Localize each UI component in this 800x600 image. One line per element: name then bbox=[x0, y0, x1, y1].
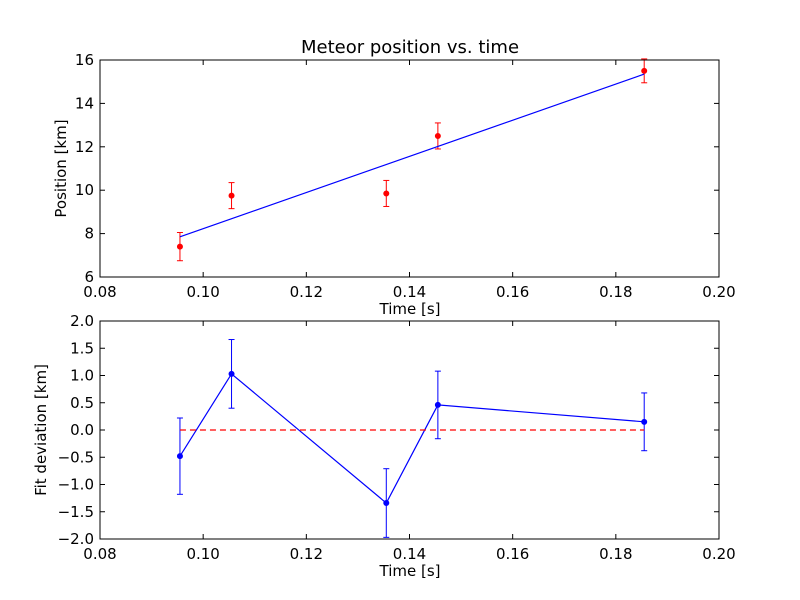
position-plot-data-point bbox=[228, 192, 235, 199]
position-plot-x-tick-label: 0.18 bbox=[599, 283, 632, 301]
deviation-plot-data-point bbox=[641, 418, 648, 425]
deviation-plot: 0.08 0.10 0.12 0.14 0.16 0.18 0.20 −2.0 −1.5 −1.0… bbox=[32, 312, 736, 580]
position-plot-y-tick-label: 6 bbox=[84, 268, 94, 286]
deviation-plot-y-tick-label: −1.0 bbox=[58, 476, 94, 494]
position-plot: 0.08 0.10 0.12 0.14 0.16 0.18 0.20 6 8 10 12 14 16 M… bbox=[52, 37, 736, 318]
position-plot-area bbox=[100, 60, 719, 277]
deviation-plot-y-tick-label: −1.5 bbox=[58, 503, 94, 521]
position-plot-x-tick-label: 0.12 bbox=[290, 283, 323, 301]
deviation-plot-x-tick-label: 0.18 bbox=[599, 545, 632, 563]
position-plot-data-point bbox=[383, 190, 390, 197]
position-plot-x-axis-label: Time [s] bbox=[379, 300, 441, 318]
deviation-plot-x-axis-label: Time [s] bbox=[379, 562, 441, 580]
deviation-plot-x-tick-label: 0.08 bbox=[83, 545, 116, 563]
deviation-plot-x-tick-label: 0.10 bbox=[186, 545, 219, 563]
deviation-plot-y-tick-label: 1.0 bbox=[70, 367, 94, 385]
position-plot-x-tick-label: 0.08 bbox=[83, 283, 116, 301]
deviation-plot-data-point bbox=[176, 453, 183, 460]
deviation-plot-frame bbox=[99, 320, 720, 540]
position-plot-y-tick-label: 10 bbox=[75, 181, 94, 199]
position-plot-y-tick-label: 12 bbox=[75, 138, 94, 156]
position-plot-x-tick-label: 0.20 bbox=[702, 283, 735, 301]
position-plot-data-point bbox=[641, 67, 648, 74]
position-plot-y-tick-label: 14 bbox=[75, 94, 94, 112]
position-plot-data-point bbox=[176, 243, 183, 250]
deviation-plot-data bbox=[176, 339, 648, 538]
deviation-plot-data-point bbox=[383, 500, 390, 507]
position-plot-ticks: 0.08 0.10 0.12 0.14 0.16 0.18 0.20 6 8 10 12 14 16 bbox=[75, 51, 736, 301]
position-plot-y-tick-label: 16 bbox=[75, 51, 94, 69]
deviation-plot-data-point bbox=[228, 370, 235, 377]
deviation-plot-y-tick-label: 1.5 bbox=[70, 339, 94, 357]
position-plot-x-tick-label: 0.14 bbox=[393, 283, 426, 301]
deviation-plot-y-tick-label: 0.0 bbox=[70, 421, 94, 439]
position-plot-title: Meteor position vs. time bbox=[301, 37, 519, 58]
deviation-plot-x-tick-label: 0.12 bbox=[290, 545, 323, 563]
deviation-plot-x-tick-label: 0.14 bbox=[393, 545, 426, 563]
position-plot-x-tick-label: 0.10 bbox=[186, 283, 219, 301]
deviation-plot-x-tick-label: 0.20 bbox=[702, 545, 735, 563]
deviation-plot-data-point bbox=[434, 401, 441, 408]
position-plot-data-point bbox=[434, 132, 441, 139]
deviation-plot-y-tick-label: 2.0 bbox=[70, 312, 94, 330]
position-plot-frame bbox=[99, 59, 720, 278]
deviation-plot-y-tick-label: −0.5 bbox=[58, 448, 94, 466]
deviation-plot-y-axis-label: Fit deviation [km] bbox=[32, 364, 50, 496]
deviation-plot-x-tick-label: 0.16 bbox=[496, 545, 529, 563]
position-plot-series-line bbox=[179, 73, 645, 238]
deviation-plot-y-tick-label: 0.5 bbox=[70, 394, 94, 412]
position-plot-y-tick-label: 8 bbox=[84, 225, 94, 243]
position-plot-data bbox=[176, 58, 648, 262]
position-plot-y-axis-label: Position [km] bbox=[52, 119, 70, 217]
deviation-plot-y-tick-label: −2.0 bbox=[58, 530, 94, 548]
position-plot-x-tick-label: 0.16 bbox=[496, 283, 529, 301]
